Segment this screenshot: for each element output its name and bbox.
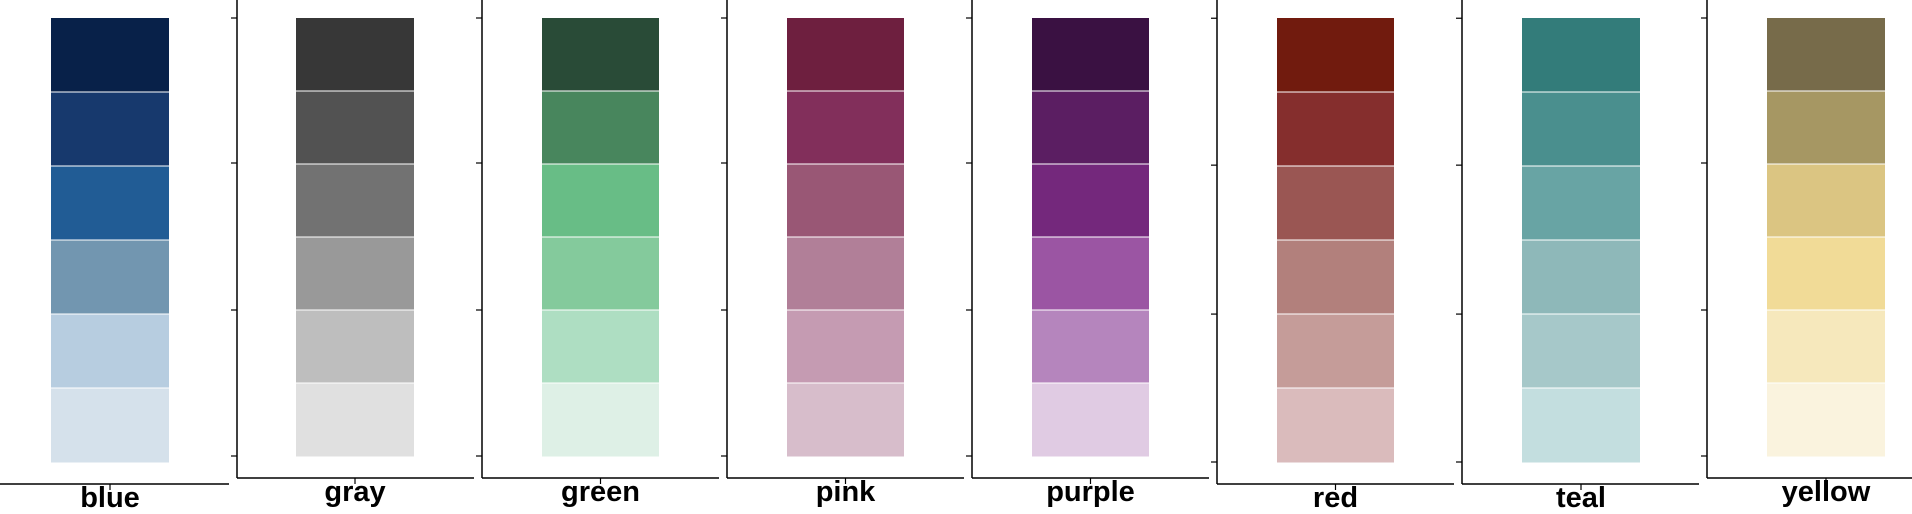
palette-pink: pink [721,0,964,508]
swatch-red-5 [1277,314,1394,389]
swatch-pink-3 [787,164,904,238]
swatch-purple-2 [1032,91,1149,165]
swatch-green-2 [542,91,659,165]
swatch-purple-4 [1032,237,1149,311]
swatch-red-1 [1277,18,1394,93]
palette-yellow: yellow [1701,0,1912,508]
palette-label-gray: gray [324,476,385,508]
palette-gray: gray [231,0,474,508]
swatch-yellow-6 [1767,383,1885,457]
palette-label-teal: teal [1556,482,1606,514]
swatch-gray-3 [296,164,414,238]
palette-label-green: green [561,476,640,508]
swatch-green-4 [542,237,659,311]
swatch-blue-4 [51,240,169,315]
swatch-green-1 [542,18,659,92]
swatch-purple-6 [1032,383,1149,457]
swatch-pink-4 [787,237,904,311]
palette-label-pink: pink [816,476,876,508]
swatch-teal-6 [1522,388,1640,463]
swatch-yellow-3 [1767,164,1885,238]
swatch-gray-5 [296,310,414,384]
swatch-purple-3 [1032,164,1149,238]
palette-teal: teal [1456,0,1699,514]
swatch-teal-5 [1522,314,1640,389]
swatch-yellow-1 [1767,18,1885,92]
palette-label-yellow: yellow [1782,476,1871,508]
palette-label-blue: blue [80,482,140,514]
swatch-green-5 [542,310,659,384]
palette-label-purple: purple [1046,476,1135,508]
swatch-teal-1 [1522,18,1640,93]
swatch-blue-3 [51,166,169,241]
swatch-purple-1 [1032,18,1149,92]
swatch-red-6 [1277,388,1394,463]
swatch-yellow-4 [1767,237,1885,311]
swatch-teal-2 [1522,92,1640,167]
swatch-teal-3 [1522,166,1640,241]
swatch-gray-2 [296,91,414,165]
swatch-purple-5 [1032,310,1149,384]
swatch-blue-6 [51,388,169,463]
swatch-green-3 [542,164,659,238]
swatch-pink-1 [787,18,904,92]
swatch-blue-1 [51,18,169,93]
palette-red: red [1211,0,1454,514]
swatch-yellow-2 [1767,91,1885,165]
swatch-gray-6 [296,383,414,457]
swatch-pink-6 [787,383,904,457]
swatch-red-3 [1277,166,1394,241]
palette-blue: blue [0,18,229,514]
swatch-teal-4 [1522,240,1640,315]
palette-purple: purple [966,0,1209,508]
swatch-pink-5 [787,310,904,384]
swatch-gray-1 [296,18,414,92]
swatch-blue-2 [51,92,169,167]
palette-label-red: red [1313,482,1358,514]
swatch-blue-5 [51,314,169,389]
swatch-gray-4 [296,237,414,311]
swatch-red-4 [1277,240,1394,315]
swatch-pink-2 [787,91,904,165]
palette-green: green [476,0,719,508]
swatch-red-2 [1277,92,1394,167]
swatch-yellow-5 [1767,310,1885,384]
swatch-green-6 [542,383,659,457]
